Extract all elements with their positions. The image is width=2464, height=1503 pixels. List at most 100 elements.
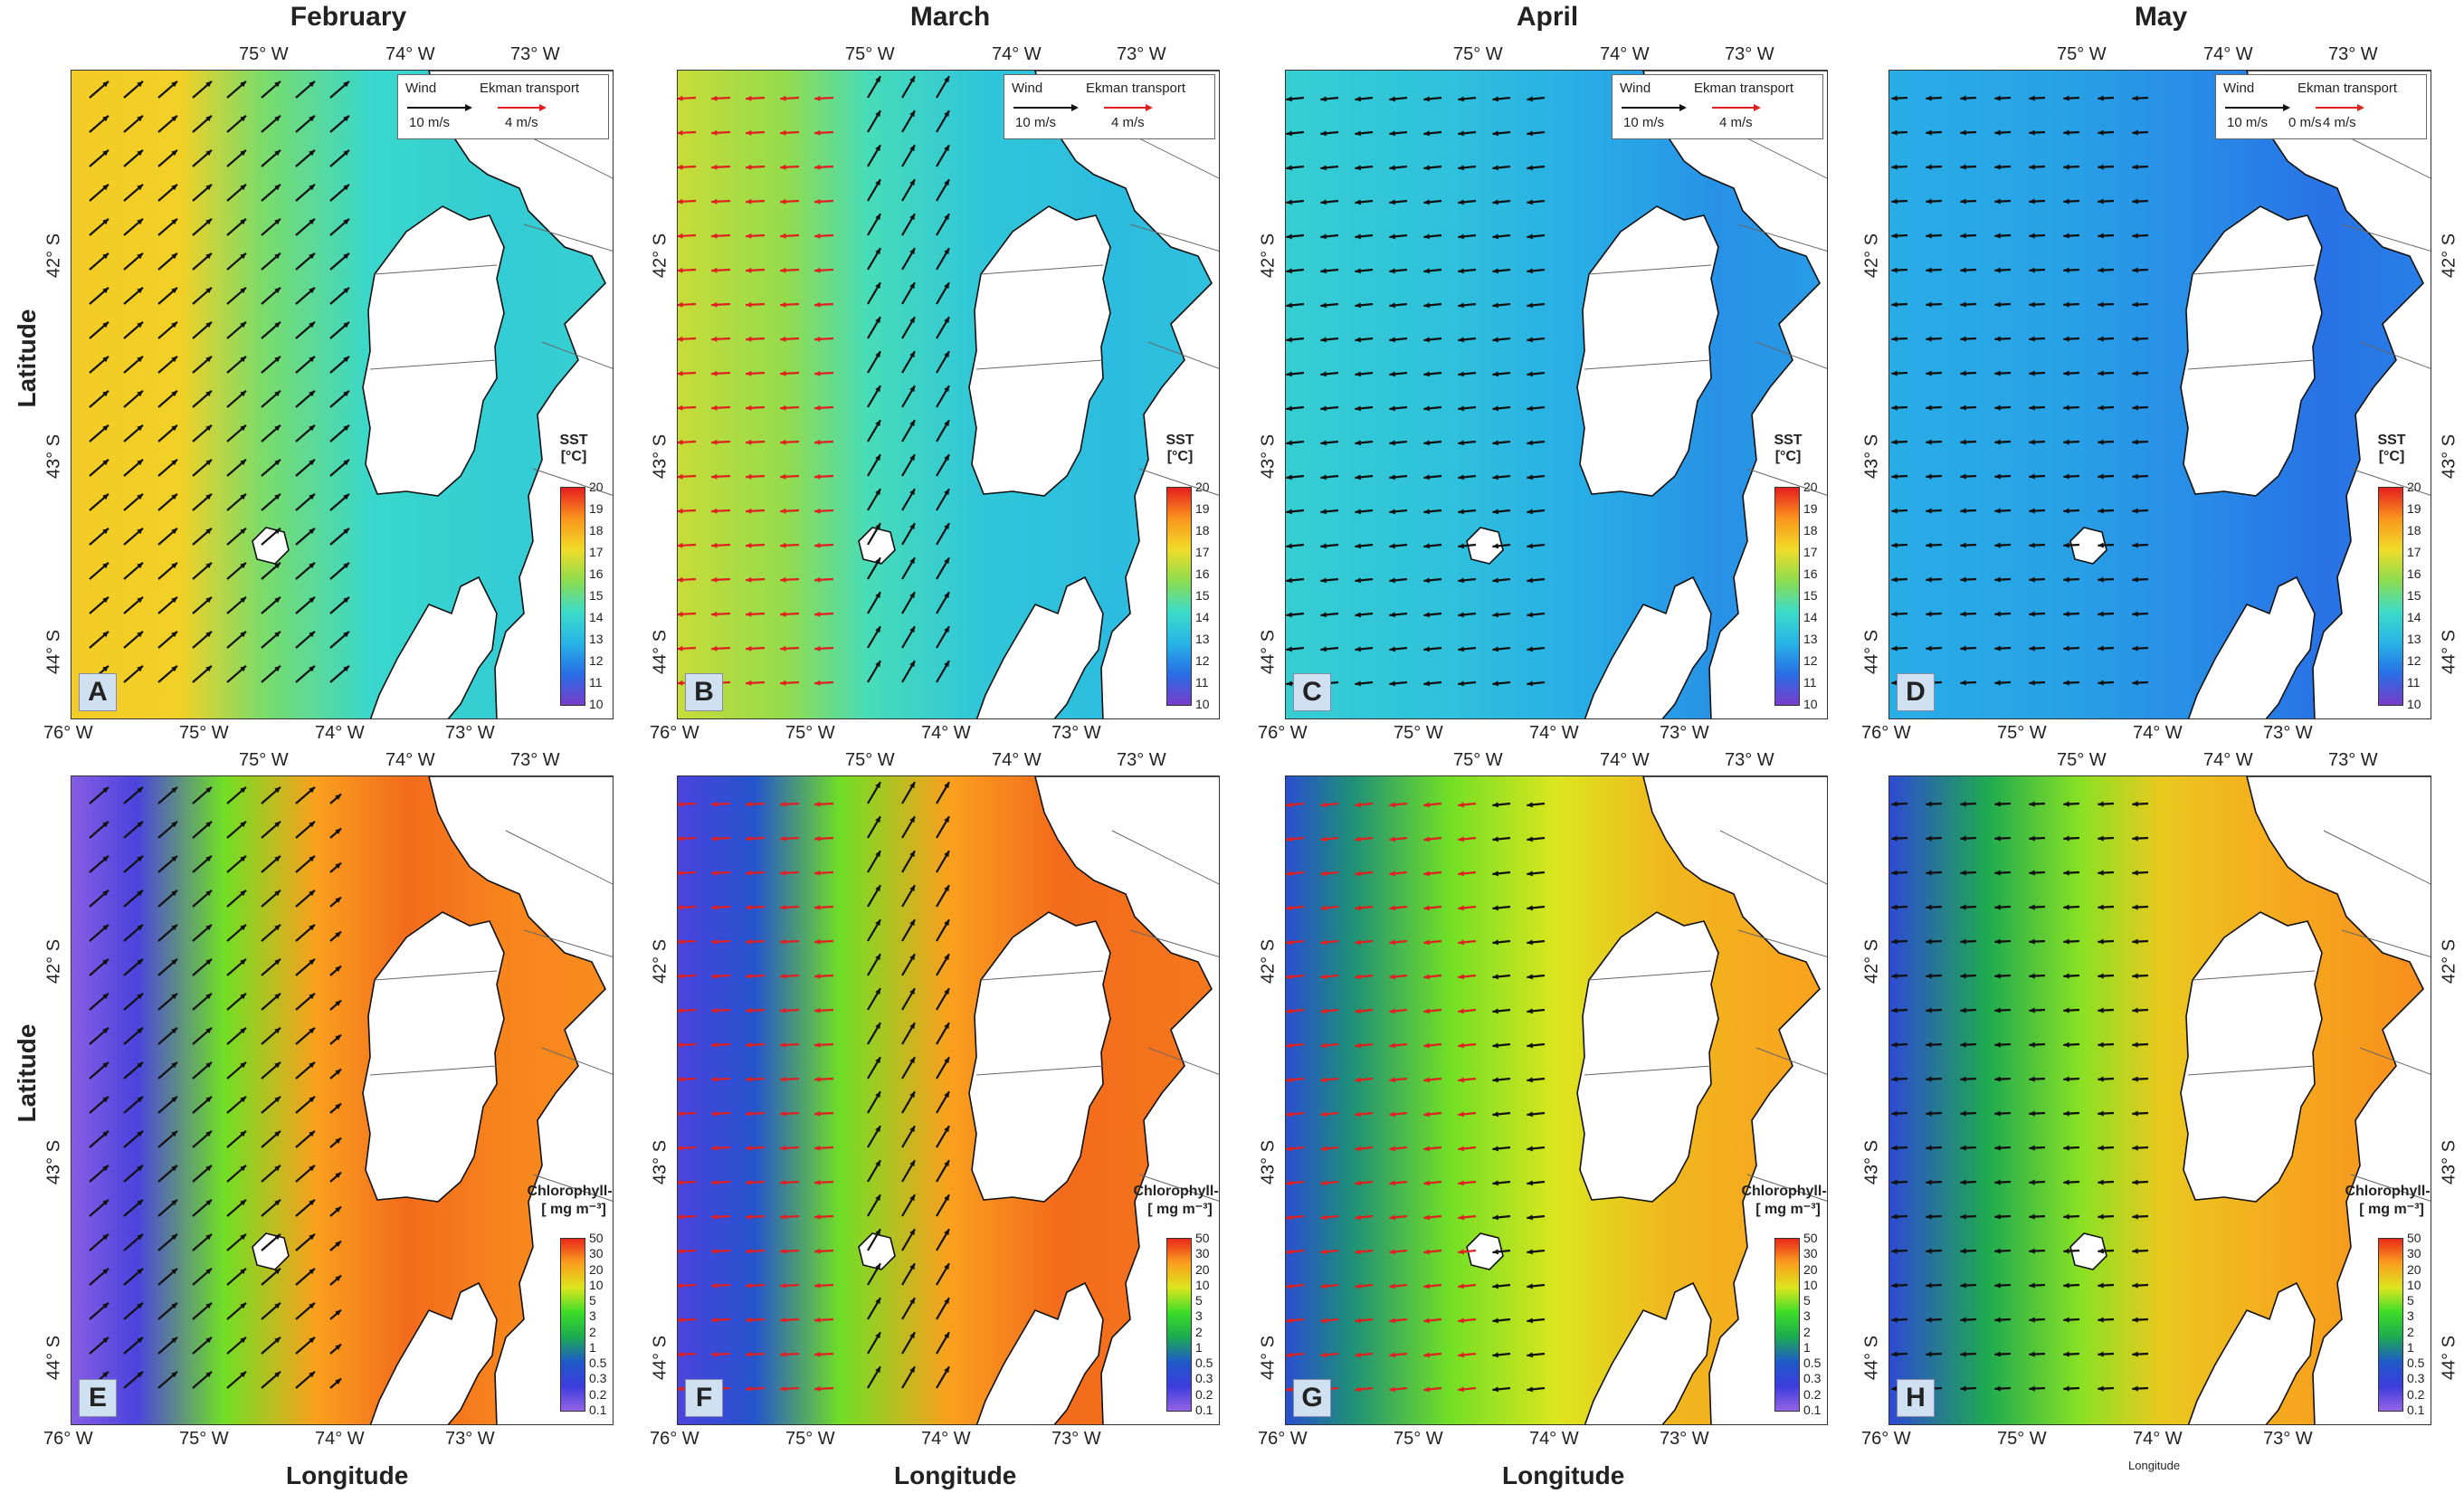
vector-arrow-head bbox=[274, 631, 281, 638]
vector-arrow-head bbox=[1320, 836, 1327, 842]
vector-arrow-head bbox=[1355, 680, 1361, 687]
lat-tick-right: 42° S bbox=[2439, 233, 2459, 278]
vector-arrow-head bbox=[1492, 1318, 1498, 1324]
colorbar bbox=[1774, 1238, 1800, 1412]
lon-tick-bottom: 75° W bbox=[179, 1429, 229, 1449]
vector-arrow-head bbox=[944, 1263, 949, 1270]
vector-arrow-head bbox=[2063, 95, 2069, 101]
vector-arrow-head bbox=[1960, 542, 1966, 548]
vector-arrow-head bbox=[2098, 680, 2104, 686]
vector-arrow-head bbox=[1891, 680, 1898, 686]
vector-arrow-head bbox=[875, 661, 880, 668]
vector-arrow-head bbox=[814, 1076, 821, 1082]
vector-arrow-head bbox=[1389, 1180, 1395, 1186]
vector-arrow-head bbox=[780, 473, 786, 480]
colorbar-tick: 13 bbox=[2407, 632, 2421, 646]
vector-arrow-head bbox=[1960, 1351, 1966, 1357]
vector-arrow-head bbox=[2098, 938, 2104, 945]
vector-arrow-head bbox=[1355, 509, 1361, 515]
vector-arrow-head bbox=[711, 1179, 718, 1185]
vector-arrow-head bbox=[678, 1076, 683, 1082]
vector-arrow-head bbox=[2063, 611, 2069, 617]
vector-arrow-head bbox=[1458, 612, 1464, 618]
vector-arrow-head bbox=[240, 1233, 246, 1241]
lat-tick-right: 43° S bbox=[2439, 1140, 2459, 1185]
vector-arrow-head bbox=[944, 282, 949, 290]
colorbar-tick: 16 bbox=[589, 566, 604, 581]
colorbar-tick: 50 bbox=[589, 1231, 604, 1245]
vector-arrow-head bbox=[240, 149, 246, 157]
vector-arrow-head bbox=[309, 321, 315, 328]
vector-arrow-head bbox=[309, 1337, 315, 1344]
vector-arrow-head bbox=[678, 95, 683, 101]
colorbar-tick: 13 bbox=[589, 632, 604, 646]
vector-arrow-head bbox=[335, 862, 341, 870]
vector-arrow-head bbox=[1926, 1007, 1932, 1013]
vector-arrow-head bbox=[309, 958, 315, 966]
lon-tick-bottom: 75° W bbox=[1997, 723, 2047, 743]
vector-arrow-head bbox=[171, 958, 177, 966]
map-panel-a: A Wind Ekman transport 10 m/s 4 m/s SST [°C] 20… bbox=[71, 70, 614, 719]
vector-arrow-head bbox=[875, 557, 880, 565]
vector-arrow-head bbox=[780, 508, 786, 514]
vector-arrow-head bbox=[1960, 233, 1966, 239]
vector-arrow-head bbox=[780, 904, 786, 910]
vector-arrow-head bbox=[746, 973, 752, 979]
vector-arrow-head bbox=[171, 596, 177, 604]
vector-arrow-head bbox=[1527, 199, 1533, 205]
vector-arrow-head bbox=[2029, 680, 2035, 686]
lon-tick-bottom: 75° W bbox=[1394, 1429, 1443, 1449]
vector-arrow-head bbox=[944, 661, 949, 668]
legend-ekman-label: Ekman transport bbox=[2298, 81, 2398, 96]
southern-islands-shape bbox=[2187, 576, 2316, 718]
vector-arrow-head bbox=[909, 816, 915, 823]
vector-arrow-head bbox=[909, 954, 915, 961]
vector-arrow-head bbox=[711, 1248, 718, 1254]
vector-arrow-head bbox=[875, 782, 880, 789]
vector-arrow-head bbox=[2029, 301, 2035, 308]
vector-arrow-head bbox=[2063, 870, 2069, 876]
vector-arrow-head bbox=[678, 1248, 683, 1254]
vector-arrow-head bbox=[309, 993, 315, 1000]
lat-tick-left: 44° S bbox=[650, 1335, 671, 1380]
vector-arrow-head bbox=[1891, 938, 1898, 945]
vector-arrow-head bbox=[1527, 939, 1533, 946]
vector-arrow-head bbox=[678, 904, 683, 910]
vector-arrow-head bbox=[1994, 129, 2001, 136]
vector-arrow-head bbox=[1286, 1077, 1292, 1083]
colorbar-tick: 20 bbox=[589, 480, 604, 494]
vector-arrow-head bbox=[1458, 1249, 1464, 1255]
vector-arrow-head bbox=[1960, 508, 1966, 514]
colorbar-tick: 15 bbox=[1803, 588, 1818, 603]
vector-arrow-head bbox=[1423, 802, 1430, 808]
vector-arrow-head bbox=[274, 287, 281, 294]
vector-arrow-head bbox=[875, 489, 880, 496]
vector-arrow-head bbox=[137, 665, 143, 672]
vector-arrow-head bbox=[1891, 129, 1898, 136]
vector-arrow-head bbox=[171, 390, 177, 397]
vector-arrow-head bbox=[1286, 646, 1292, 652]
vector-arrow-head bbox=[1994, 1145, 2001, 1151]
map-panel-h: H Chlorophyll-a[ mg m⁻³] 50 30 20 10 5 3 2 1 0.5 0.… bbox=[1888, 775, 2431, 1425]
vector-arrow-head bbox=[814, 267, 821, 273]
vector-arrows bbox=[1891, 95, 2149, 686]
vector-arrow-head bbox=[1389, 1146, 1395, 1152]
vector-arrow-head bbox=[240, 115, 246, 122]
vector-arrow-head bbox=[1527, 1386, 1533, 1393]
vector-arrow-head bbox=[1994, 1179, 2001, 1185]
colorbar-tick: 5 bbox=[1195, 1293, 1203, 1308]
vector-arrow-head bbox=[1355, 543, 1361, 549]
vector-arrow-head bbox=[1960, 1282, 1966, 1289]
vector-arrow-head bbox=[1458, 646, 1464, 652]
vector-arrow-head bbox=[2132, 439, 2138, 445]
vector-arrow-head bbox=[335, 1309, 341, 1317]
vector-arrow-head bbox=[1320, 268, 1327, 274]
vector-arrow-head bbox=[711, 1282, 718, 1289]
vector-arrow-head bbox=[1389, 1386, 1395, 1393]
vector-arrow-head bbox=[335, 1000, 341, 1007]
vector-arrow-head bbox=[1458, 1352, 1464, 1358]
vector-arrow-head bbox=[1320, 474, 1327, 480]
vector-arrow-head bbox=[2063, 1248, 2069, 1254]
lon-tick-bottom: 75° W bbox=[785, 1429, 835, 1449]
colorbar-tick: 30 bbox=[589, 1246, 604, 1261]
